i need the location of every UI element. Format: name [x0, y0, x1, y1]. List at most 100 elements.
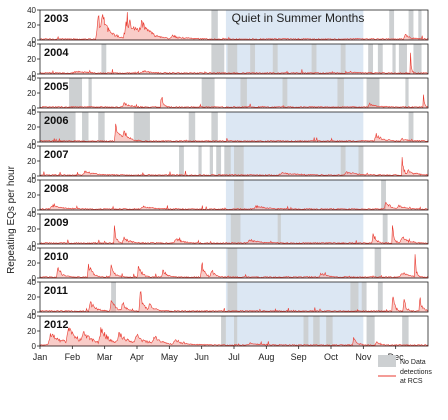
no-data-band — [374, 248, 382, 278]
no-data-band — [381, 180, 386, 210]
y-tick-label: 0 — [32, 70, 37, 79]
y-tick-label: 20 — [27, 293, 36, 302]
detection-trace — [39, 327, 429, 347]
y-tick-label: 40 — [27, 278, 36, 287]
y-tick-label: 0 — [32, 342, 37, 351]
summer-shading — [225, 180, 364, 210]
year-label: 2003 — [44, 13, 68, 25]
no-data-band — [405, 78, 409, 108]
no-data-band — [234, 316, 238, 346]
no-data-band — [358, 146, 364, 176]
no-data-band — [40, 112, 76, 142]
x-tick-label: Feb — [65, 352, 81, 362]
x-tick-label: Jan — [33, 352, 48, 362]
no-data-band — [282, 78, 288, 108]
panel-2006: 2006 0 20 40 — [27, 108, 429, 147]
no-data-band — [340, 146, 346, 176]
year-label: 2012 — [44, 319, 68, 331]
y-tick-label: 0 — [32, 172, 37, 181]
y-tick-label: 40 — [27, 312, 36, 321]
no-data-band — [361, 282, 367, 312]
detection-trace — [39, 12, 429, 41]
no-data-band — [101, 44, 107, 74]
y-tick-label: 0 — [32, 274, 37, 283]
no-data-band — [366, 78, 380, 108]
panel-2007: 2007 0 20 40 — [27, 142, 429, 181]
x-tick-label: May — [161, 352, 179, 362]
legend-no-data-label: No Data — [400, 359, 426, 366]
no-data-band — [303, 316, 309, 346]
panel-2012: 2012 0 20 40 — [27, 312, 429, 351]
detection-trace — [39, 94, 429, 109]
y-tick-label: 40 — [27, 176, 36, 185]
no-data-band — [82, 112, 89, 142]
detection-trace — [39, 157, 429, 177]
no-data-band — [198, 146, 202, 176]
x-tick-label: Jul — [228, 352, 240, 362]
no-data-band — [111, 282, 116, 312]
no-data-band — [350, 282, 359, 312]
summer-shading — [225, 146, 364, 176]
no-data-band — [234, 146, 244, 176]
no-data-band — [227, 44, 238, 74]
year-label: 2007 — [44, 149, 68, 161]
no-data-band — [221, 316, 226, 346]
no-data-band — [408, 10, 414, 40]
y-tick-label: 40 — [27, 40, 36, 49]
y-tick-label: 40 — [27, 108, 36, 117]
no-data-band — [227, 248, 238, 278]
no-data-band — [98, 112, 105, 142]
no-data-band — [227, 282, 238, 312]
detection-trace — [39, 290, 429, 313]
summer-annotation: Quiet in Summer Months — [232, 11, 365, 25]
no-data-band — [337, 78, 344, 108]
no-data-band — [69, 78, 83, 108]
y-tick-label: 0 — [32, 104, 37, 113]
no-data-band — [211, 10, 218, 40]
no-data-band — [368, 44, 374, 74]
y-tick-label: 0 — [32, 308, 37, 317]
legend-no-data-swatch — [378, 355, 396, 367]
no-data-band — [382, 214, 388, 244]
y-tick-label: 20 — [27, 157, 36, 166]
year-label: 2009 — [44, 217, 68, 229]
y-tick-label: 20 — [27, 89, 36, 98]
no-data-band — [88, 78, 92, 108]
year-label: 2011 — [44, 285, 68, 297]
y-tick-label: 0 — [32, 240, 37, 249]
no-data-band — [211, 112, 218, 142]
legend: No Data detections at RCS — [378, 355, 432, 385]
detection-trace — [39, 225, 429, 245]
panel-2010: 2010 0 20 40 — [27, 244, 429, 283]
summer-shading — [225, 44, 364, 74]
y-tick-label: 20 — [27, 55, 36, 64]
y-tick-label: 20 — [27, 21, 36, 30]
legend-detections-line1: detections — [400, 369, 432, 376]
no-data-band — [418, 10, 422, 40]
summer-shading — [225, 10, 364, 40]
no-data-band — [313, 316, 320, 346]
x-tick-label: Apr — [130, 352, 144, 362]
year-label: 2006 — [44, 115, 68, 127]
no-data-band — [408, 112, 414, 142]
no-data-band — [392, 44, 396, 74]
no-data-band — [230, 214, 241, 244]
summer-shading — [225, 282, 364, 312]
panel-2009: 2009 0 20 40 — [27, 210, 429, 249]
y-tick-label: 20 — [27, 191, 36, 200]
x-axis: JanFebMarAprMayJunJulAugSepOctNovDec — [33, 346, 404, 362]
summer-shading — [225, 248, 364, 278]
x-tick-label: Aug — [258, 352, 274, 362]
no-data-band — [272, 44, 278, 74]
x-tick-label: Oct — [324, 352, 339, 362]
y-tick-label: 20 — [27, 123, 36, 132]
year-label: 2004 — [44, 47, 69, 59]
y-tick-label: 40 — [27, 6, 36, 15]
x-tick-label: Nov — [355, 352, 372, 362]
no-data-band — [366, 316, 375, 346]
no-data-band — [224, 146, 231, 176]
no-data-band — [340, 44, 346, 74]
no-data-band — [216, 146, 222, 176]
y-tick-label: 0 — [32, 138, 37, 147]
